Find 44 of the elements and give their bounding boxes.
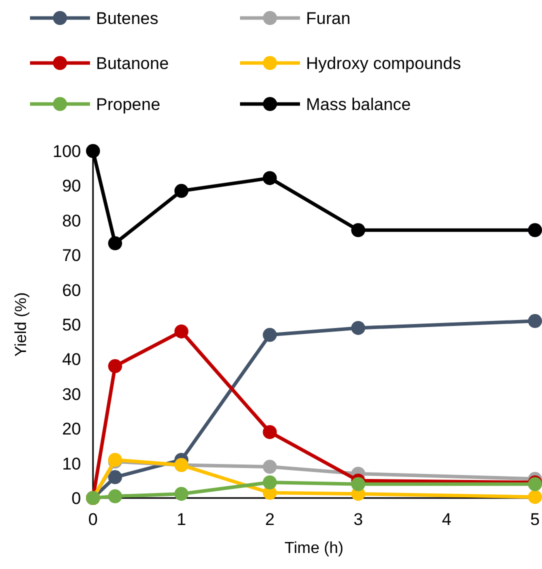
x-tick-label: 3 [353,510,363,529]
point [174,324,188,338]
y-tick-label: 90 [62,176,81,196]
point [262,460,277,474]
point [174,184,188,198]
y-tick-label: 100 [52,142,81,161]
point [108,236,122,250]
x-tick-label: 4 [442,510,452,529]
y-tick-label: 50 [62,315,81,334]
y-tick-label: 10 [62,454,81,474]
point [528,223,542,238]
x-axis-title: Time (h) [284,540,344,557]
y-tick-label: 40 [62,350,81,370]
x-tick-label: 5 [530,510,540,529]
point [351,477,366,492]
legend-label: Furan [306,8,350,28]
y-tick-label: 30 [62,384,81,404]
legend-label: Mass balance [306,94,411,114]
point [528,314,542,328]
legend-label: Hydroxy compounds [306,54,461,73]
x-tick-label: 2 [265,510,275,529]
point [174,486,188,501]
y-tick-label: 60 [62,280,81,300]
y-tick-label: 20 [62,420,81,439]
x-tick-label: 1 [176,510,186,529]
x-tick-label: 0 [88,510,98,529]
point [262,475,277,490]
point [351,320,366,335]
point [108,489,122,504]
point [262,328,277,342]
point [528,490,542,504]
y-tick-label: 80 [62,211,81,230]
y-tick-label: 0 [72,488,81,508]
point [262,171,277,186]
y-axis-title: Yield (%) [13,292,30,357]
y-tick-label: 70 [62,246,81,266]
point [351,223,366,238]
legend-label: Propene [96,94,160,114]
point [86,144,100,158]
point [108,359,122,374]
point [262,425,277,440]
point [108,470,122,484]
legend-label: Butanone [96,54,169,73]
legend-label: Butenes [96,8,158,28]
